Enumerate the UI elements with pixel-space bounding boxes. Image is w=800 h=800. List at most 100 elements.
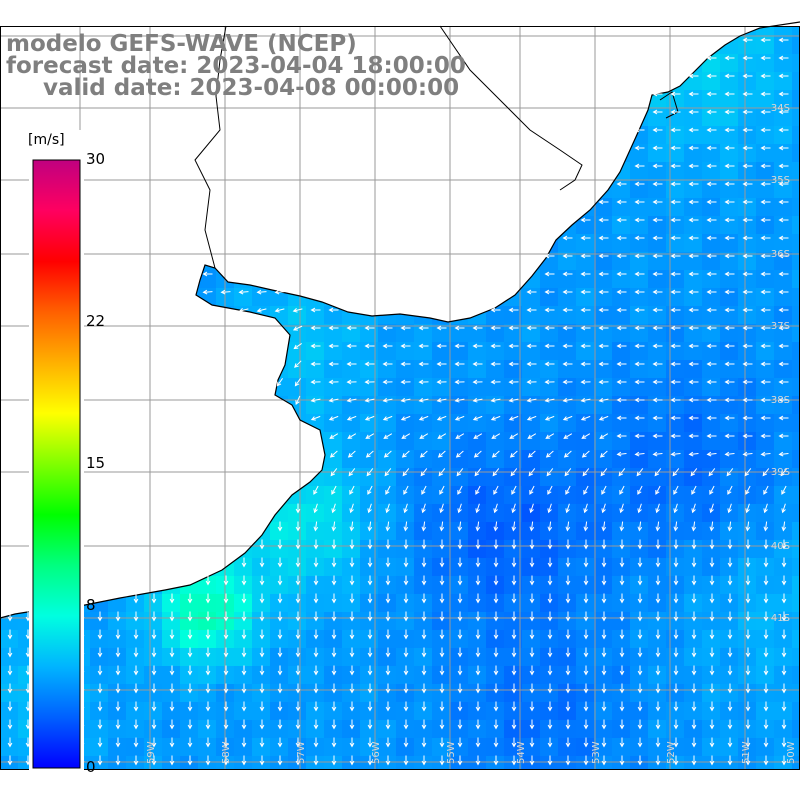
wind-arrow-997	[169, 755, 175, 766]
wind-arrow-853	[745, 683, 751, 694]
wind-arrow-651	[277, 611, 283, 622]
wind-arrow-735	[205, 647, 211, 658]
wind-arrow-785	[313, 665, 319, 676]
wind-arrow-968	[439, 737, 445, 748]
wind-arrow-202	[778, 325, 789, 331]
wind-arrow-768	[7, 665, 13, 676]
wind-arrow-622	[547, 593, 553, 604]
lat-label: 35S	[771, 175, 790, 186]
wind-arrow-152	[238, 308, 249, 313]
wind-arrow-747	[421, 647, 427, 658]
wind-arrow-286	[760, 379, 771, 385]
wind-arrow-802	[619, 665, 625, 676]
wind-arrow-329	[544, 415, 555, 421]
wind-arrow-674	[691, 611, 697, 622]
wind-arrow-568	[241, 575, 247, 586]
wind-arrow-973	[529, 737, 535, 748]
wind-arrow-914	[259, 719, 265, 730]
map-title-valid-date: valid date: 2023-04-08 00:00:00	[43, 75, 460, 101]
wind-arrow-849	[673, 683, 679, 694]
wind-arrow-251	[652, 361, 663, 367]
wind-arrow-698	[331, 629, 337, 640]
wind-arrow-87	[742, 217, 753, 223]
wind-arrow-352	[491, 433, 501, 439]
wind-arrow-140	[580, 289, 591, 295]
wind-arrow-926	[475, 719, 481, 730]
wind-arrow-837	[457, 683, 463, 694]
wind-arrow-965	[385, 737, 391, 748]
colorbar-tick-label: 22	[86, 312, 106, 331]
wind-arrow-426	[403, 485, 409, 495]
wind-arrow-104	[562, 253, 573, 259]
wind-arrow-806	[691, 665, 697, 676]
wind-arrow-645	[169, 611, 175, 622]
wind-arrow-724	[7, 647, 13, 658]
wind-arrow-334	[634, 415, 645, 421]
wind-arrow-1010	[403, 755, 409, 766]
wind-arrow-86	[724, 217, 735, 223]
wind-arrow-447	[781, 485, 787, 495]
wind-arrow-721	[745, 629, 751, 640]
wind-arrow-664	[511, 611, 517, 622]
wind-arrow-125	[670, 271, 681, 277]
wind-arrow-471	[709, 503, 714, 514]
wind-arrow-660	[439, 611, 445, 622]
wind-arrow-22	[652, 109, 663, 115]
colorbar-unit: [m/s]	[28, 132, 65, 148]
wind-arrow-758	[619, 647, 625, 658]
wind-arrow-69	[634, 199, 645, 205]
wind-arrow-647	[205, 611, 211, 622]
wind-arrow-1019	[565, 755, 571, 766]
wind-arrow-264	[364, 379, 375, 385]
wind-arrow-576	[385, 575, 391, 586]
wind-arrow-305	[598, 397, 609, 403]
wind-arrow-101	[760, 235, 771, 241]
wind-arrow-395	[330, 468, 338, 477]
wind-arrow-564	[763, 557, 769, 568]
wind-arrow-850	[691, 683, 697, 694]
wind-arrow-466	[619, 503, 624, 514]
wind-arrow-207	[364, 343, 375, 349]
wind-arrow-702	[403, 629, 409, 640]
wind-arrow-977	[601, 737, 607, 748]
wind-arrow-288	[295, 395, 301, 406]
wind-arrow-937	[673, 719, 679, 730]
wind-arrow-191	[580, 325, 591, 331]
wind-arrow-302	[544, 397, 555, 403]
wind-arrow-371	[365, 450, 374, 458]
wind-arrow-8	[688, 73, 699, 79]
lat-label: 34S	[771, 103, 790, 114]
wind-arrow-370	[347, 450, 356, 458]
wind-arrow-66	[778, 181, 789, 187]
wind-arrow-974	[547, 737, 553, 748]
wind-arrow-40	[652, 145, 663, 151]
wind-arrow-178	[346, 325, 357, 331]
wind-arrow-74	[724, 199, 735, 205]
wind-arrow-754	[547, 647, 553, 658]
lat-label: 36S	[771, 249, 790, 260]
wind-arrow-379	[509, 450, 518, 458]
wind-arrow-787	[349, 665, 355, 676]
wind-arrow-325	[472, 415, 483, 421]
wind-arrow-359	[616, 433, 627, 439]
wind-arrow-79	[598, 217, 609, 223]
wind-arrow-824	[223, 683, 229, 694]
wind-arrow-391	[724, 451, 735, 457]
wind-arrow-107	[616, 253, 627, 259]
wind-arrow-913	[241, 719, 247, 730]
wind-arrow-23	[670, 109, 681, 115]
wind-arrow-708	[511, 629, 517, 640]
wind-arrow-311	[706, 397, 717, 403]
wind-arrow-810	[763, 665, 769, 676]
wind-arrow-953	[169, 737, 175, 748]
wind-arrow-37	[760, 127, 771, 133]
wind-arrow-260	[294, 378, 301, 387]
wind-arrow-158	[490, 307, 501, 313]
wind-arrow-490	[529, 521, 535, 532]
wind-arrow-627	[637, 593, 643, 604]
wind-arrow-5	[742, 55, 753, 61]
wind-arrow-226	[706, 343, 717, 349]
wind-arrow-869	[241, 701, 247, 712]
wind-arrow-262	[328, 379, 339, 385]
wind-arrow-535	[241, 557, 247, 568]
